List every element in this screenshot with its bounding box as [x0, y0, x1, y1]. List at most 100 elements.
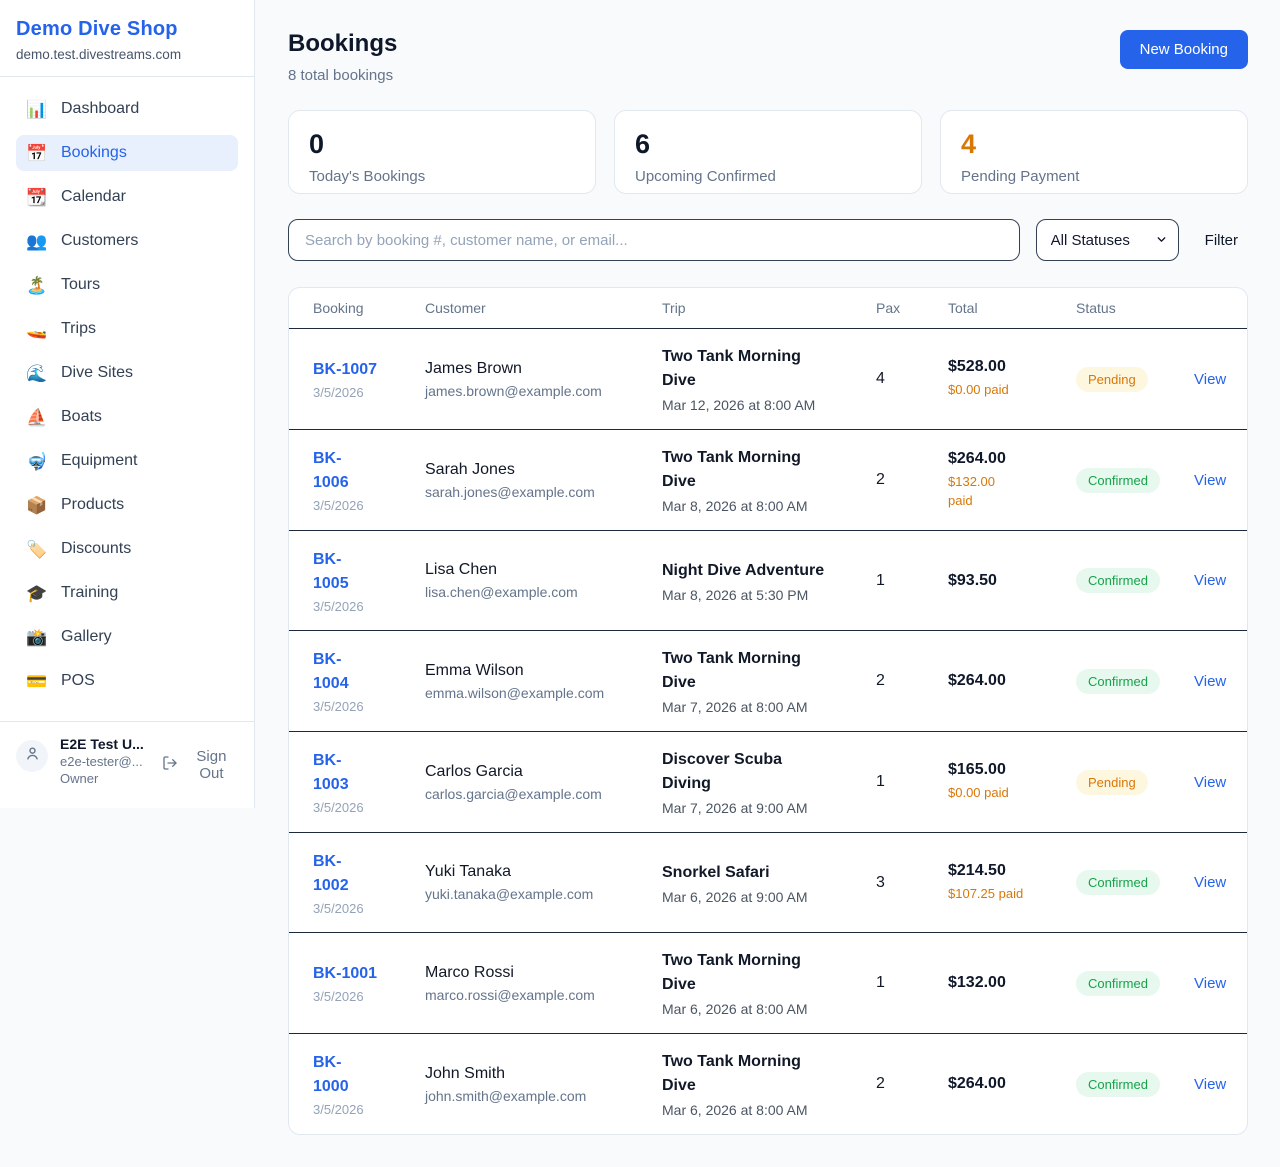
sidebar-item-discounts[interactable]: 🏷️ Discounts — [16, 531, 238, 567]
sign-out-button[interactable]: Sign Out — [162, 748, 238, 782]
sidebar-item-training[interactable]: 🎓 Training — [16, 575, 238, 611]
booking-id-link[interactable]: BK- 1006 — [313, 450, 349, 491]
table-row: BK-1001 3/5/2026 Marco Rossi marco.rossi… — [289, 933, 1247, 1034]
pax-count: 4 — [876, 370, 885, 387]
total-amount: $165.00 — [948, 761, 1006, 779]
view-link[interactable]: View — [1194, 471, 1227, 489]
status-badge: Confirmed — [1076, 568, 1160, 593]
status-filter-select[interactable]: All Statuses — [1035, 219, 1179, 261]
trip-name: Night Dive Adventure — [662, 561, 825, 579]
sidebar-item-icon: 💳 — [26, 671, 48, 691]
sidebar-item-icon: 🚤 — [26, 319, 48, 339]
sidebar-item-equipment[interactable]: 🤿 Equipment — [16, 443, 238, 479]
new-booking-button[interactable]: New Booking — [1119, 30, 1248, 69]
customer-name: John Smith — [425, 1064, 506, 1082]
table-row: BK- 1003 3/5/2026 Carlos Garcia carlos.g… — [289, 732, 1247, 833]
trip-datetime: Mar 6, 2026 at 8:00 AM — [662, 1102, 808, 1118]
stat-value: 4 — [961, 129, 977, 159]
trip-datetime: Mar 8, 2026 at 5:30 PM — [662, 586, 809, 603]
pax-count: 1 — [876, 974, 885, 991]
search-input[interactable] — [288, 219, 1020, 261]
sidebar-item-icon: 📆 — [26, 187, 48, 207]
sign-out-icon — [162, 755, 178, 775]
brand: Demo Dive Shop demo.test.divestreams.com — [0, 0, 254, 77]
trip-name: Two Tank Morning Dive — [662, 650, 801, 691]
sidebar-item-label: Discounts — [61, 540, 132, 557]
sidebar-item-icon: ⛵ — [26, 407, 48, 427]
booking-cell: BK-1007 3/5/2026 — [313, 358, 425, 400]
sidebar-item-label: Tours — [61, 276, 101, 293]
sidebar-item-label: Trips — [61, 320, 96, 337]
sidebar-item-gallery[interactable]: 📸 Gallery — [16, 619, 238, 655]
booking-date: 3/5/2026 — [313, 989, 364, 1004]
column-header-booking: Booking — [313, 300, 364, 316]
status-cell: Confirmed — [1076, 1071, 1194, 1097]
sidebar-item-products[interactable]: 📦 Products — [16, 487, 238, 523]
status-cell: Confirmed — [1076, 467, 1194, 493]
customer-cell: Lisa Chen lisa.chen@example.com — [425, 561, 662, 600]
view-link[interactable]: View — [1194, 874, 1227, 891]
user-name: E2E Test U... — [60, 736, 144, 752]
view-link[interactable]: View — [1194, 370, 1227, 388]
status-select-wrap: All Statuses — [1035, 219, 1179, 261]
sidebar-item-trips[interactable]: 🚤 Trips — [16, 311, 238, 347]
user-info: E2E Test U... e2e-tester@... Owner — [60, 736, 150, 786]
booking-id-link[interactable]: BK-1001 — [313, 965, 378, 982]
booking-id-link[interactable]: BK- 1000 — [313, 1054, 349, 1095]
status-badge: Confirmed — [1076, 970, 1160, 996]
brand-domain: demo.test.divestreams.com — [16, 47, 182, 62]
filter-button[interactable]: Filter — [1204, 231, 1238, 249]
sidebar-item-pos[interactable]: 💳 POS — [16, 663, 238, 699]
sidebar-item-tours[interactable]: 🏝️ Tours — [16, 267, 238, 303]
booking-cell: BK- 1005 3/5/2026 — [313, 548, 425, 614]
status-badge: Pending — [1076, 769, 1148, 795]
view-link[interactable]: View — [1194, 672, 1227, 690]
sidebar-item-boats[interactable]: ⛵ Boats — [16, 399, 238, 435]
sidebar-item-label: Calendar — [61, 188, 126, 205]
sidebar-item-label: Equipment — [61, 452, 138, 469]
trip-name: Two Tank Morning Dive — [662, 1053, 801, 1094]
column-header-status: Status — [1076, 300, 1116, 316]
sidebar-item-label: POS — [61, 672, 95, 689]
sidebar-item-calendar[interactable]: 📆 Calendar — [16, 179, 238, 215]
booking-id-link[interactable]: BK- 1003 — [313, 752, 349, 793]
sidebar: Demo Dive Shop demo.test.divestreams.com… — [0, 0, 255, 808]
table-row: BK- 1004 3/5/2026 Emma Wilson emma.wilso… — [289, 631, 1247, 732]
stat-label: Today's Bookings — [309, 168, 426, 185]
sidebar-item-label: Training — [61, 584, 119, 601]
paid-amount: $0.00 paid — [948, 382, 1009, 398]
view-link[interactable]: View — [1194, 572, 1227, 589]
customer-cell: Emma Wilson emma.wilson@example.com — [425, 662, 662, 701]
sidebar-item-dive-sites[interactable]: 🌊 Dive Sites — [16, 355, 238, 391]
status-cell: Confirmed — [1076, 870, 1194, 895]
status-badge: Pending — [1076, 366, 1148, 392]
sidebar-item-dashboard[interactable]: 📊 Dashboard — [16, 91, 238, 127]
total-cell: $264.00 — [948, 1075, 1076, 1093]
customer-email: james.brown@example.com — [425, 382, 602, 399]
booking-cell: BK-1001 3/5/2026 — [313, 962, 425, 1004]
view-link[interactable]: View — [1194, 773, 1227, 791]
brand-name: Demo Dive Shop — [16, 18, 178, 40]
sidebar-item-bookings[interactable]: 📅 Bookings — [16, 135, 238, 171]
trip-datetime: Mar 6, 2026 at 9:00 AM — [662, 888, 808, 905]
sidebar-item-icon: 🤿 — [26, 451, 48, 471]
booking-id-link[interactable]: BK- 1005 — [313, 550, 349, 592]
status-badge: Confirmed — [1076, 1071, 1160, 1097]
view-link[interactable]: View — [1194, 974, 1227, 992]
booking-id-link[interactable]: BK-1007 — [313, 361, 378, 378]
booking-date: 3/5/2026 — [313, 598, 364, 614]
total-cell: $264.00 — [948, 672, 1076, 690]
booking-id-link[interactable]: BK- 1002 — [313, 852, 349, 894]
customer-name: James Brown — [425, 359, 522, 377]
total-cell: $264.00 $132.00 paid — [948, 450, 1076, 509]
pax-count: 3 — [876, 873, 885, 891]
sidebar-item-customers[interactable]: 👥 Customers — [16, 223, 238, 259]
booking-id-link[interactable]: BK- 1004 — [313, 651, 349, 692]
view-link[interactable]: View — [1194, 1075, 1227, 1093]
customer-cell: John Smith john.smith@example.com — [425, 1065, 662, 1104]
column-header-total: Total — [948, 300, 978, 316]
customer-name: Emma Wilson — [425, 661, 524, 679]
stat-label: Pending Payment — [961, 168, 1080, 185]
trip-datetime: Mar 6, 2026 at 8:00 AM — [662, 1001, 808, 1017]
stat-value: 6 — [635, 129, 651, 159]
